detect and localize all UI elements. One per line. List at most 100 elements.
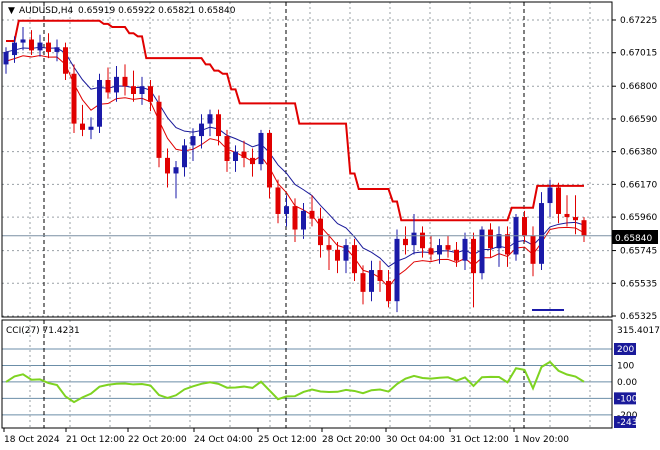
candle [233, 145, 238, 172]
candle-body [403, 238, 408, 246]
candle-body [97, 79, 102, 127]
candle [148, 79, 153, 112]
candle [564, 195, 570, 227]
candle [318, 207, 323, 258]
candle-body [471, 238, 476, 274]
candle-body [573, 217, 578, 221]
time-axis-label: 31 Oct 12:00 [450, 435, 509, 445]
time-axis-label: 30 Oct 04:00 [386, 435, 445, 445]
candle [556, 182, 561, 224]
candle [403, 226, 408, 255]
candle [71, 64, 77, 133]
candle-body [581, 220, 587, 236]
candle-body [139, 86, 145, 94]
ohlc-values: 0.65919 0.65922 0.65821 0.65840 [78, 6, 236, 16]
candle [284, 195, 289, 227]
candle [190, 128, 196, 161]
price-panel[interactable]: ▼ AUDUSD,H4 0.65919 0.65922 0.65821 0.65… [1, 1, 613, 318]
candle [488, 223, 493, 258]
candle-body [3, 51, 9, 65]
candle-body [530, 235, 536, 264]
candle-body [105, 79, 111, 93]
candle-body [445, 245, 451, 250]
candle [156, 95, 162, 168]
candle-body [556, 187, 561, 214]
candle [309, 195, 315, 227]
candle-body [131, 86, 136, 94]
session-separators [29, 2, 591, 317]
price-panel-frame [1, 1, 613, 318]
candle-body [386, 280, 391, 302]
current-price-label: 0.65840 [615, 234, 652, 244]
candle [88, 117, 94, 140]
price-tick-label: 0.67015 [620, 49, 657, 59]
candle-body [496, 234, 502, 249]
candle-body [369, 270, 374, 292]
cci-panel-frame [1, 319, 613, 429]
cci-session-separators [29, 320, 591, 428]
candle-body [173, 167, 179, 174]
candle [97, 73, 102, 133]
candle [522, 210, 527, 242]
candle [165, 148, 170, 188]
candle-body [182, 145, 187, 168]
candle [54, 39, 60, 62]
candle [386, 270, 391, 308]
price-tick-label: 0.65535 [620, 279, 657, 289]
cci-axis-label: 200 [617, 345, 634, 355]
candle-body [479, 229, 485, 274]
candle [539, 192, 544, 271]
candle [105, 67, 111, 99]
candle [445, 235, 451, 258]
candle [369, 260, 374, 302]
cci-line [5, 360, 585, 404]
time-axis-label: 21 Oct 12:00 [66, 435, 125, 445]
candle-body [20, 39, 26, 43]
candle [114, 65, 119, 102]
cci-level-tag [614, 342, 636, 355]
candle [428, 235, 434, 261]
cci-axis-label: -100 [617, 394, 638, 404]
candle-body [420, 232, 425, 249]
candle-body [54, 47, 60, 52]
candle [173, 160, 179, 199]
candle [360, 265, 366, 305]
price-axis-ticks: 0.67225 0.67015 0.66800 0.66590 0.66380 0.661… [612, 16, 657, 322]
candle-body [292, 206, 298, 230]
candle-body [88, 126, 94, 130]
symbol-label: AUDUSD,H4 [19, 6, 74, 16]
candle-body [190, 136, 196, 146]
candle-body [343, 245, 349, 261]
candle [437, 238, 442, 264]
candlesticks [3, 27, 587, 313]
candle-body [12, 42, 17, 56]
time-axis-label: 1 Nov 20:00 [514, 435, 569, 445]
candle-body [352, 245, 357, 274]
current-price-tag [612, 230, 658, 244]
price-axis[interactable]: 0.67225 0.67015 0.66800 0.66590 0.66380 0.661… [612, 16, 658, 322]
candle-body [564, 213, 570, 218]
candle [471, 232, 476, 308]
cci-axis-label: -243.5938 [617, 418, 660, 428]
candle [80, 104, 85, 137]
cci-panel[interactable]: CCI(27) 71.4231 315.4017 200 100 0.00 -100 -2… [1, 319, 660, 429]
candle-body [411, 232, 417, 246]
candle-body [318, 218, 323, 246]
symbol-triangle-icon: ▼ [8, 6, 15, 16]
candle [377, 260, 383, 292]
candle [326, 234, 332, 271]
price-tick-label: 0.67225 [620, 16, 657, 26]
candle [224, 129, 230, 172]
candle-body [377, 270, 383, 281]
candle-body [241, 151, 247, 158]
candle [292, 198, 298, 242]
candle [275, 179, 281, 224]
cci-axis-label: 0.00 [617, 378, 637, 388]
candle [258, 129, 264, 171]
cci-label: CCI(27) 71.4231 [6, 326, 80, 336]
candle-body [309, 210, 315, 219]
cci-axis-label: 100 [617, 361, 634, 371]
price-tick-label: 0.66800 [620, 82, 657, 92]
